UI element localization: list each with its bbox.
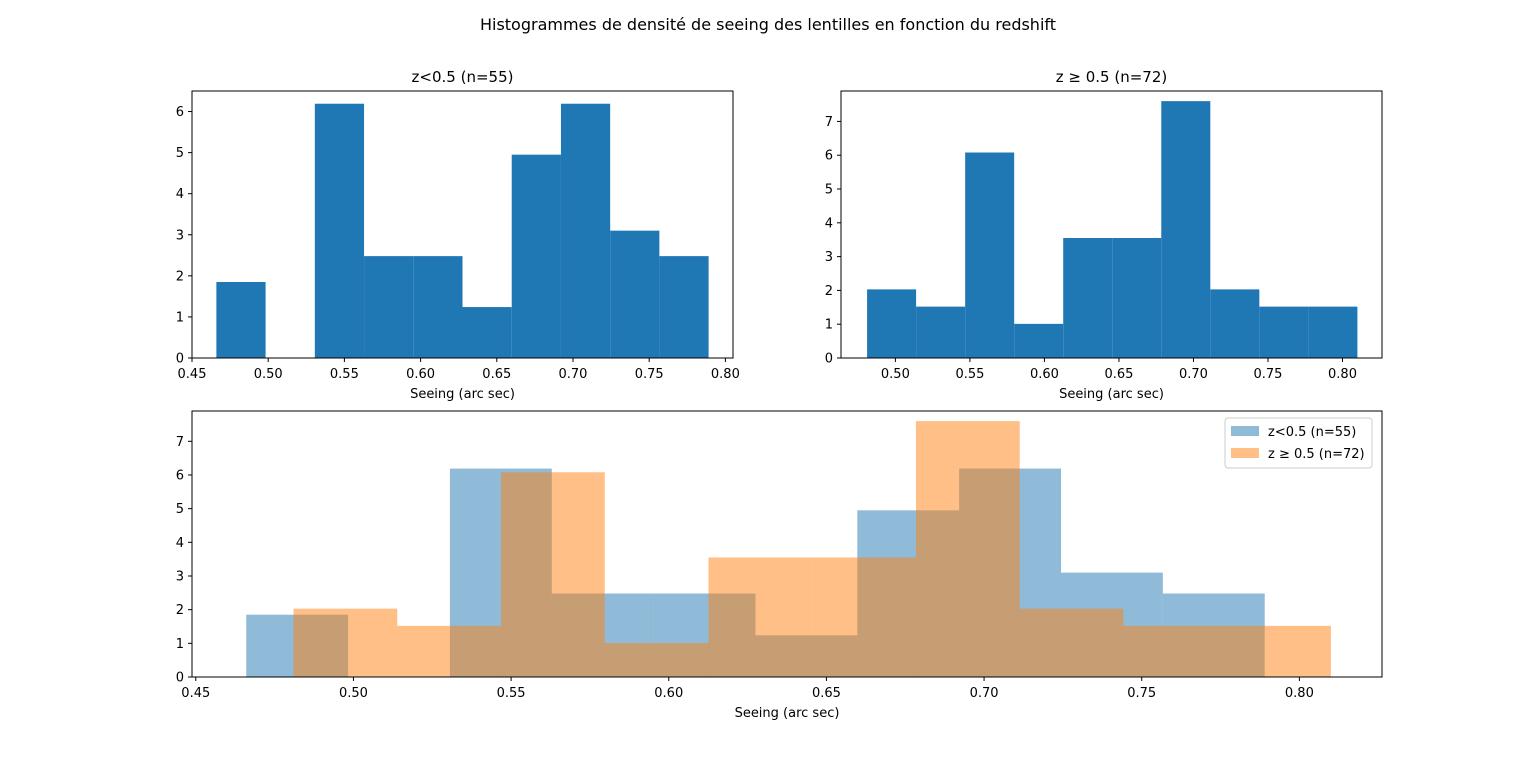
x-tick-label: 0.55: [497, 686, 526, 701]
y-tick-label: 2: [176, 603, 184, 618]
histogram-bar-orange-8: [1123, 625, 1228, 677]
x-tick-label: 0.50: [254, 367, 283, 382]
x-tick-label: 0.50: [881, 367, 910, 382]
legend-swatch-blue: [1231, 426, 1259, 436]
axes-frame: [191, 90, 734, 359]
axes-frame: [840, 90, 1383, 359]
histogram-bar-blue-7: [560, 103, 611, 358]
x-tick-label: 0.80: [1328, 367, 1357, 382]
y-tick-label: 0: [176, 671, 184, 686]
axes-top-right: 0.50 0.55 0.60 0.65 0.70 0.75 0.80 0 1 2 3 4 5 6 7 z ≥ …: [825, 68, 1383, 402]
histogram-bar-orange-1: [397, 625, 502, 677]
x-tick-label: 0.70: [1179, 367, 1208, 382]
y-tick-label: 1: [176, 637, 184, 652]
histogram-bar-blue-1: [916, 306, 966, 358]
x-axis-label: Seeing (arc sec): [1059, 387, 1164, 402]
x-tick-label: 0.50: [339, 686, 368, 701]
legend-box: [1224, 417, 1373, 469]
histogram-bar-blue-3: [364, 256, 414, 358]
histogram-bar-blue-4: [413, 256, 463, 358]
histogram-bar-blue-7: [1210, 289, 1260, 358]
legend: z<0.5 (n=55) z ≥ 0.5 (n=72): [1224, 417, 1373, 469]
histogram-bar-blue-0: [867, 289, 917, 358]
y-tick-label: 5: [176, 502, 184, 517]
y-tick-label: 3: [176, 228, 184, 243]
histogram-bar-orange-6: [915, 421, 1020, 677]
histogram-bar-orange-3: [604, 642, 709, 677]
histogram-bar-blue-0: [216, 282, 266, 358]
y-tick-label: 7: [825, 115, 833, 130]
y-tick-label: 3: [825, 250, 833, 265]
axes-frame: [191, 410, 1383, 678]
y-tick-label: 0: [825, 352, 833, 367]
y-tick-label: 0: [176, 352, 184, 367]
x-tick-label: 0.60: [1030, 367, 1059, 382]
x-tick-label: 0.60: [406, 367, 435, 382]
y-tick-label: 2: [825, 284, 833, 299]
x-tick-label: 0.75: [1127, 686, 1156, 701]
histogram-bar-orange-7: [1019, 608, 1124, 677]
legend-label-orange: z ≥ 0.5 (n=72): [1268, 447, 1365, 462]
y-tick-label: 6: [176, 105, 184, 120]
x-tick-label: 0.65: [1104, 367, 1133, 382]
y-tick-label: 4: [825, 216, 833, 231]
x-tick-label: 0.45: [181, 686, 210, 701]
y-tick-label: 4: [176, 536, 184, 551]
x-tick-label: 0.60: [654, 686, 683, 701]
histogram-bar-orange-0: [293, 608, 398, 677]
histogram-bar-blue-8: [1259, 306, 1309, 358]
x-tick-label: 0.80: [711, 367, 740, 382]
x-tick-label: 0.80: [1285, 686, 1314, 701]
histogram-bar-blue-6: [511, 154, 561, 358]
y-tick-label: 7: [176, 435, 184, 450]
histogram-bar-blue-9: [659, 256, 709, 358]
histogram-bar-blue-8: [610, 230, 660, 358]
y-tick-label: 6: [176, 468, 184, 483]
y-tick-label: 5: [825, 183, 833, 198]
histogram-bar-orange-5: [812, 557, 916, 677]
y-tick-label: 5: [176, 146, 184, 161]
y-tick-label: 1: [176, 310, 184, 325]
histogram-bar-blue-5: [462, 307, 512, 358]
histogram-bar-blue-9: [1308, 306, 1358, 358]
y-tick-label: 3: [176, 569, 184, 584]
x-tick-label: 0.65: [812, 686, 841, 701]
x-tick-label: 0.55: [330, 367, 359, 382]
y-tick-label: 6: [825, 149, 833, 164]
x-tick-label: 0.70: [970, 686, 999, 701]
histogram-bar-blue-2: [965, 152, 1015, 358]
y-tick-label: 2: [176, 269, 184, 284]
x-tick-label: 0.75: [1254, 367, 1283, 382]
x-tick-label: 0.45: [178, 367, 207, 382]
figure-suptitle: Histogrammes de densité de seeing des le…: [480, 15, 1056, 34]
histogram-bar-blue-5: [1112, 238, 1162, 358]
axes-bottom-combined: 0.45 0.50 0.55 0.60 0.65 0.70 0.75 0.80 0 1 2 3 4 5 6 7…: [176, 410, 1383, 721]
histogram-bar-blue-3: [1014, 323, 1064, 358]
histogram-bar-orange-4: [708, 557, 813, 677]
x-axis-label: Seeing (arc sec): [735, 706, 840, 721]
histogram-bar-blue-4: [1063, 238, 1113, 358]
x-tick-label: 0.75: [635, 367, 664, 382]
histogram-bar-orange-9: [1227, 625, 1331, 677]
histogram-bar-blue-6: [1161, 101, 1211, 358]
x-tick-label: 0.55: [955, 367, 984, 382]
y-tick-label: 4: [176, 187, 184, 202]
legend-swatch-orange: [1231, 448, 1259, 458]
axes-title: z<0.5 (n=55): [412, 68, 514, 86]
y-tick-label: 1: [825, 318, 833, 333]
legend-label-blue: z<0.5 (n=55): [1268, 425, 1356, 440]
axes-top-left: 0.45 0.50 0.55 0.60 0.65 0.70 0.75 0.80 0 1 2 3 4 5 6 z…: [176, 68, 740, 402]
x-tick-label: 0.70: [559, 367, 588, 382]
axes-title: z ≥ 0.5 (n=72): [1056, 68, 1167, 86]
histogram-bar-blue-2: [314, 103, 365, 358]
x-axis-label: Seeing (arc sec): [410, 387, 515, 402]
histogram-bar-orange-2: [501, 472, 605, 677]
x-tick-label: 0.65: [482, 367, 511, 382]
